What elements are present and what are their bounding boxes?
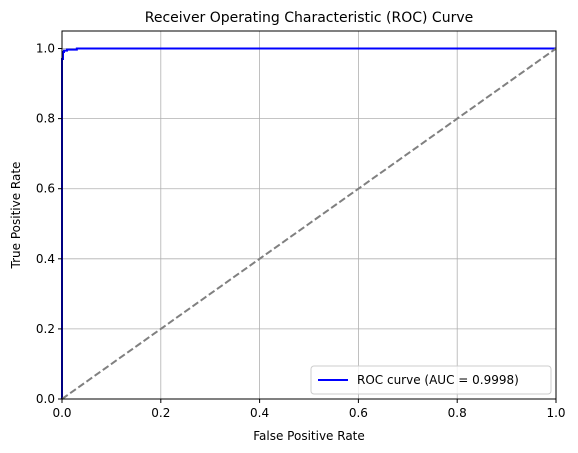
baseline-diagonal-line xyxy=(61,47,557,400)
y-tick-label: 0.4 xyxy=(36,252,55,266)
y-tick-label: 0.8 xyxy=(36,112,55,126)
x-tick-label: 0.2 xyxy=(151,406,170,420)
legend-box xyxy=(310,365,552,395)
x-tick-label: 0.6 xyxy=(349,406,368,420)
x-axis-label: False Positive Rate xyxy=(253,429,365,443)
legend-label-roc: ROC curve (AUC = 0.9998) xyxy=(357,373,519,387)
plot-frame xyxy=(61,30,557,400)
chart-title: Receiver Operating Characteristic (ROC) … xyxy=(145,10,474,26)
x-tick-label: 1.0 xyxy=(546,406,565,420)
x-tick-label: 0.8 xyxy=(448,406,467,420)
y-tick-label: 0.6 xyxy=(36,182,55,196)
x-tick-label: 0.0 xyxy=(52,406,71,420)
y-tick-label: 0.0 xyxy=(36,392,55,406)
y-axis-label: True Positive Rate xyxy=(9,162,23,270)
axis-ticks: 0.0 0.2 0.4 0.6 0.8 1.0 0.0 0.2 0.4 0.6 0.8 1.0 xyxy=(36,42,566,420)
plot-area xyxy=(62,31,556,399)
legend: ROC curve (AUC = 0.9998) xyxy=(310,365,552,395)
x-tick-label: 0.4 xyxy=(250,406,269,420)
y-tick-label: 0.2 xyxy=(36,322,55,336)
y-tick-label: 1.0 xyxy=(36,42,55,56)
